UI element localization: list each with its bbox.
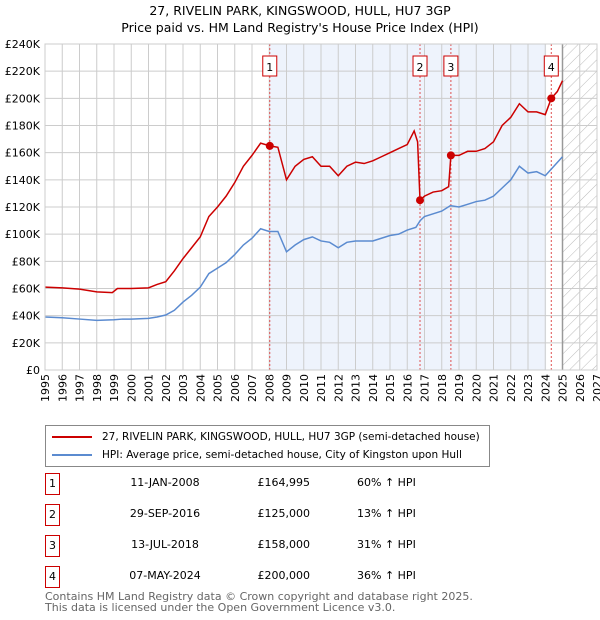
x-tick-label: 2026 (574, 374, 587, 402)
sale-point (547, 94, 556, 103)
sale-label: 4 (548, 61, 555, 74)
x-tick-label: 2023 (522, 374, 535, 402)
y-tick-label: £180K (5, 120, 41, 133)
x-tick-label: 2017 (419, 374, 432, 402)
sale-price: £164,995 (257, 476, 311, 489)
x-tick-label: 2004 (194, 374, 207, 402)
sale-price: £125,000 (257, 507, 311, 520)
sale-number: 1 (45, 473, 60, 495)
sale-date: 07-MAY-2024 (129, 569, 201, 582)
legend-swatch-blue (52, 454, 92, 456)
sale-number: 2 (45, 504, 60, 526)
x-tick-label: 2025 (557, 374, 570, 402)
footer-licence: This data is licensed under the Open Gov… (45, 601, 396, 614)
x-tick-label: 1995 (39, 374, 52, 402)
legend: 27, RIVELIN PARK, KINGSWOOD, HULL, HU7 3… (45, 425, 490, 467)
x-tick-label: 2003 (177, 374, 190, 402)
chart-subtitle: Price paid vs. HM Land Registry's House … (121, 20, 479, 35)
plot-frame (44, 43, 598, 371)
x-tick-label: 2013 (350, 374, 363, 402)
x-tick-label: 2019 (453, 374, 466, 402)
y-tick-label: £0 (26, 364, 40, 377)
sale-label-box (262, 55, 278, 77)
sale-row: 4 07-MAY-2024 £200,000 36% ↑ HPI (45, 566, 545, 588)
sale-date: 29-SEP-2016 (129, 507, 201, 520)
sale-price: £200,000 (257, 569, 311, 582)
y-tick-label: £100K (5, 228, 41, 241)
sale-number: 4 (45, 566, 60, 588)
x-tick-label: 2008 (263, 374, 276, 402)
y-tick-label: £40K (12, 310, 41, 323)
sale-point (446, 151, 455, 160)
x-tick-label: 2027 (591, 374, 600, 402)
sale-row: 2 29-SEP-2016 £125,000 13% ↑ HPI (45, 504, 545, 526)
x-tick-label: 2022 (505, 374, 518, 402)
sale-row: 3 13-JUL-2018 £158,000 31% ↑ HPI (45, 535, 545, 557)
x-tick-label: 2024 (539, 374, 552, 402)
y-tick-label: £140K (5, 174, 41, 187)
sale-label: 1 (266, 61, 273, 74)
x-tick-label: 2009 (281, 374, 294, 402)
x-tick-label: 1996 (56, 374, 69, 402)
x-tick-label: 2021 (488, 374, 501, 402)
x-tick-label: 1998 (91, 374, 104, 402)
y-tick-label: £80K (12, 255, 41, 268)
y-tick-label: £60K (12, 283, 41, 296)
x-tick-label: 2010 (298, 374, 311, 402)
sale-price: £158,000 (257, 538, 311, 551)
x-tick-label: 2016 (401, 374, 414, 402)
sale-number: 3 (45, 535, 60, 557)
sale-label: 2 (417, 61, 424, 74)
legend-label: 27, RIVELIN PARK, KINGSWOOD, HULL, HU7 3… (102, 431, 480, 443)
x-tick-label: 1997 (74, 374, 87, 402)
x-tick-label: 2020 (470, 374, 483, 402)
x-tick-label: 2005 (212, 374, 225, 402)
x-tick-label: 2007 (246, 374, 259, 402)
x-tick-label: 2001 (143, 374, 156, 402)
x-tick-label: 2000 (125, 374, 138, 402)
x-tick-label: 2014 (367, 374, 380, 402)
x-tick-label: 2015 (384, 374, 397, 402)
y-tick-label: £240K (5, 38, 41, 51)
x-tick-label: 2018 (436, 374, 449, 402)
legend-swatch-red (52, 436, 92, 438)
x-tick-label: 2006 (229, 374, 242, 402)
property-price-line (44, 80, 564, 294)
price-chart: 1995 1996 1997 1998 1999 2000 2001 2002 2003 2004… (5, 38, 600, 402)
sale-date: 11-JAN-2008 (130, 476, 200, 489)
sale-label-box (412, 55, 428, 77)
sale-hpi-change: 60% ↑ HPI (357, 476, 416, 489)
x-tick-label: 2012 (332, 374, 345, 402)
legend-item-hpi: HPI: Average price, semi-detached house,… (52, 447, 462, 463)
x-tick-label: 2002 (160, 374, 173, 402)
x-tick-label: 2011 (315, 374, 328, 402)
sale-date: 13-JUL-2018 (131, 538, 199, 551)
hpi-line (44, 156, 564, 322)
sale-row: 1 11-JAN-2008 £164,995 60% ↑ HPI (45, 473, 545, 495)
y-tick-label: £220K (5, 65, 41, 78)
sale-point (265, 141, 274, 150)
sale-hpi-change: 13% ↑ HPI (357, 507, 416, 520)
y-tick-label: £160K (5, 147, 41, 160)
y-tick-label: £20K (12, 337, 41, 350)
sale-label-box (443, 55, 459, 77)
chart-title: 27, RIVELIN PARK, KINGSWOOD, HULL, HU7 3… (149, 3, 451, 18)
sale-label: 3 (447, 61, 454, 74)
footer-copyright: Contains HM Land Registry data © Crown c… (45, 590, 473, 603)
x-tick-label: 1999 (108, 374, 121, 402)
sale-hpi-change: 31% ↑ HPI (357, 538, 416, 551)
sale-hpi-change: 36% ↑ HPI (357, 569, 416, 582)
sale-label-box (543, 55, 559, 77)
y-tick-label: £120K (5, 201, 41, 214)
sale-point (416, 196, 425, 205)
legend-label: HPI: Average price, semi-detached house,… (102, 449, 462, 461)
legend-item-property: 27, RIVELIN PARK, KINGSWOOD, HULL, HU7 3… (52, 429, 480, 445)
y-tick-label: £200K (5, 92, 41, 105)
